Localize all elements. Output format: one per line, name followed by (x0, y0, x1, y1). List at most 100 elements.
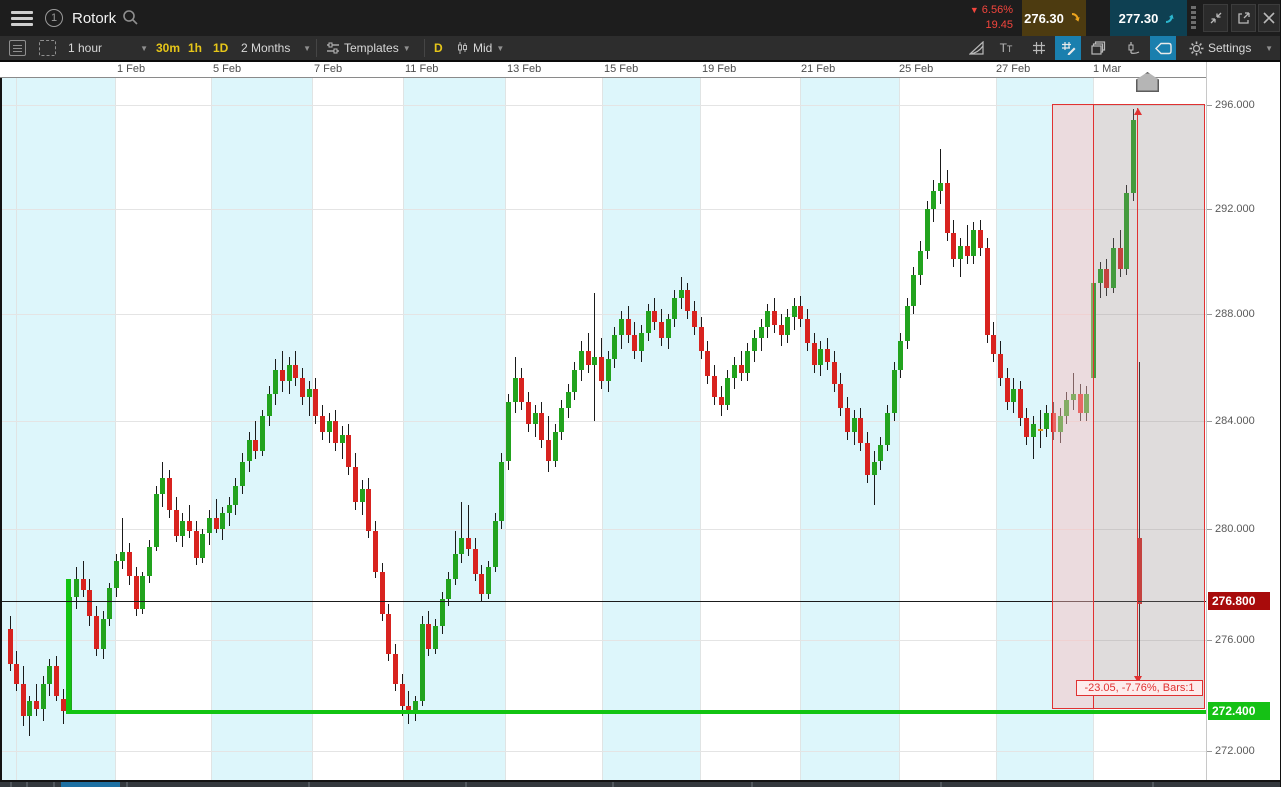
buy-price-button[interactable]: 277.30 (1110, 0, 1187, 36)
candle-body (54, 666, 59, 696)
popout-button[interactable] (1231, 4, 1256, 32)
templates-dropdown[interactable]: Templates ▼ (322, 36, 418, 60)
time-scrollbar[interactable] (0, 782, 1281, 787)
quick-interval-1h[interactable]: 1h (184, 36, 206, 60)
candle-body (872, 462, 877, 476)
candle-body (207, 518, 212, 533)
candle-body (87, 590, 92, 616)
candlestick-icon (456, 41, 469, 55)
candle-body (253, 440, 258, 451)
candle-body (194, 531, 199, 558)
scrollbar-separator (126, 782, 128, 787)
collapse-button[interactable] (1203, 4, 1228, 32)
settings-button[interactable]: Settings ▼ (1185, 36, 1277, 60)
sell-price-button[interactable]: 276.30 (1022, 0, 1086, 36)
scrollbar-separator (612, 782, 614, 787)
candle-body (865, 443, 870, 475)
vertical-gridline (211, 78, 212, 782)
candle-body (313, 389, 318, 416)
panel-drag-grip[interactable] (1190, 6, 1197, 30)
measurement-box[interactable] (1052, 104, 1205, 709)
candle-wick (122, 518, 123, 569)
candle-body (925, 209, 930, 251)
candle-body (293, 365, 298, 378)
account-indicator[interactable]: 1 (40, 0, 68, 36)
candle-body (426, 624, 431, 649)
search-icon[interactable] (122, 9, 139, 26)
support-line[interactable] (66, 710, 1206, 714)
date-tick-label: 19 Feb (702, 63, 736, 75)
trendline-tool-button[interactable] (964, 36, 990, 60)
candle-body (1044, 413, 1049, 429)
close-button[interactable] (1258, 4, 1280, 32)
scrollbar-separator (940, 782, 942, 787)
candle-body (805, 319, 810, 343)
day-stripe (602, 78, 700, 782)
menu-button[interactable] (6, 0, 38, 36)
candle-body (380, 572, 385, 614)
candle-body (101, 619, 106, 649)
candle-body (453, 554, 458, 579)
candle-body (885, 413, 890, 445)
vertical-gridline (996, 78, 997, 782)
text-tool-button[interactable]: TT (993, 36, 1019, 60)
price-tick-label: 276.000 (1215, 634, 1255, 646)
text-tool-icon: TT (1000, 41, 1013, 55)
buy-up-arrow-icon (1164, 11, 1178, 25)
order-ticket-button[interactable] (5, 36, 30, 60)
candle-body (174, 510, 179, 536)
layers-icon (1091, 41, 1106, 55)
chevron-down-icon: ▼ (303, 44, 311, 53)
candle-wick (1033, 416, 1034, 459)
candle-body (486, 567, 491, 594)
drawing-tool-button[interactable] (1055, 36, 1081, 60)
price-chart[interactable]: -23.05, -7.76%, Bars:1 (0, 78, 1206, 782)
candle-body (479, 574, 484, 594)
grid-hash-icon (1032, 41, 1046, 55)
candle-body (858, 418, 863, 442)
quick-interval-30m[interactable]: 30m (152, 36, 184, 60)
price-tick-label: 272.000 (1215, 745, 1255, 757)
circled-one-icon: 1 (45, 9, 63, 27)
candle-body (759, 327, 764, 338)
layers-button[interactable] (1085, 36, 1111, 60)
range-dropdown[interactable]: 2 Months ▼ (237, 36, 311, 60)
pattern-tool-button[interactable] (1026, 36, 1052, 60)
price-type-dropdown[interactable]: Mid ▼ (452, 36, 522, 60)
trendline-icon (969, 41, 985, 55)
candle-body (446, 579, 451, 599)
price-axis[interactable]: 276.800 272.400 296.000292.000288.000284… (1206, 62, 1281, 782)
candle-body (838, 384, 843, 408)
candle-wick (967, 225, 968, 264)
candle-body (772, 311, 777, 324)
layout-button[interactable] (35, 36, 60, 60)
hamburger-icon (11, 8, 33, 29)
chart-style-button[interactable]: D (430, 36, 447, 60)
candle-body (14, 664, 19, 684)
candle-body (832, 362, 837, 383)
candle-body (260, 416, 265, 451)
scrollbar-thumb[interactable] (61, 782, 120, 787)
candle-body (672, 298, 677, 319)
candle-body (147, 547, 152, 576)
candle-body (712, 376, 717, 397)
templates-label: Templates (344, 41, 399, 55)
select-tool-button[interactable] (1150, 36, 1176, 60)
price-tick-label: 288.000 (1215, 308, 1255, 320)
candle-body (526, 402, 531, 423)
candle-body (626, 319, 631, 335)
candle-body (214, 518, 219, 529)
candle-body (320, 416, 325, 432)
annotation-tool-button[interactable] (1120, 36, 1146, 60)
quick-interval-1d[interactable]: 1D (209, 36, 232, 60)
candle-body (592, 357, 597, 365)
candle-body (1024, 418, 1029, 437)
candle-body (679, 290, 684, 298)
candle-body (134, 576, 139, 608)
horizontal-gridline (0, 751, 1206, 752)
candle-body (732, 365, 737, 378)
support-line-vertical[interactable] (66, 579, 71, 712)
interval-dropdown[interactable]: 1 hour ▼ (64, 36, 150, 60)
change-absolute: 19.45 (938, 18, 1013, 33)
date-axis[interactable]: 1 Feb5 Feb7 Feb11 Feb13 Feb15 Feb19 Feb2… (0, 62, 1281, 78)
